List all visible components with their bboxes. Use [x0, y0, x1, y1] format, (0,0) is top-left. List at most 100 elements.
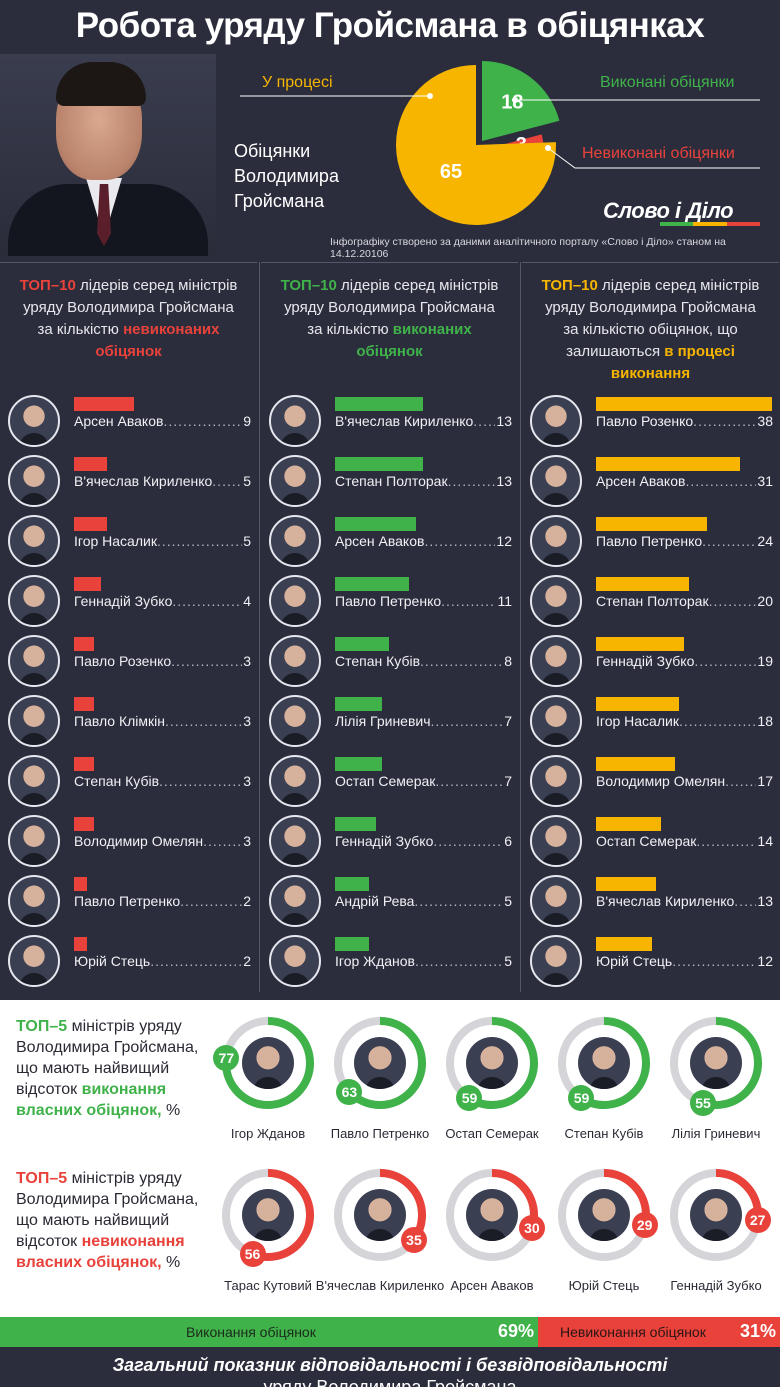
minister-value: 19	[756, 653, 773, 669]
minister-photo	[242, 1037, 294, 1089]
minister-name: Арсен Аваков	[450, 1278, 534, 1293]
value-bar	[596, 757, 675, 771]
leader-dot	[545, 145, 551, 151]
minister-row: Юрій Стець..............................…	[522, 931, 779, 991]
pie-slice	[396, 65, 557, 225]
ring-item: 63 Павло Петренко	[324, 1014, 436, 1164]
minister-name: В'ячеслав Кириленко.....................…	[335, 413, 511, 429]
top5-text: міністрів уряду Володимира Гройсмана, що…	[16, 1018, 199, 1098]
minister-row: Арсен Аваков............................…	[261, 511, 518, 571]
minister-value: 5	[503, 893, 512, 909]
minister-name: Степан Полторак.........................…	[335, 473, 511, 489]
minister-name: Павло Клімкін...........................…	[74, 713, 250, 729]
minister-name: Арсен Аваков............................…	[596, 473, 772, 489]
minister-name: Тарас Кутовий	[224, 1278, 312, 1293]
minister-photo	[530, 515, 582, 567]
minister-row: Андрій Рева.............................…	[261, 871, 518, 931]
minister-photo	[354, 1189, 406, 1241]
minister-name: Геннадій Зубко	[670, 1278, 762, 1293]
top5-done-section: ТОП–5 міністрів уряду Володимира Гройсма…	[0, 1000, 780, 1166]
minister-name: Геннадій Зубко..........................…	[335, 833, 511, 849]
minister-photo	[466, 1189, 518, 1241]
minister-photo	[269, 935, 321, 987]
minister-value: 38	[756, 413, 773, 429]
column-heading: ТОП–10 лідерів серед міністрів уряду Вол…	[522, 275, 779, 385]
minister-value: 13	[756, 893, 773, 909]
overall-done-pct: 69%	[497, 1321, 534, 1341]
minister-name: Степан Кубів............................…	[74, 773, 250, 789]
ring-item: 59 Степан Кубів	[548, 1014, 660, 1164]
value-bar	[74, 577, 101, 591]
minister-row: Павло Клімкін...........................…	[0, 691, 257, 751]
minister-name: Юрій Стець..............................…	[74, 953, 250, 969]
minister-name: Юрій Стець	[568, 1278, 640, 1293]
minister-value: 12	[495, 533, 512, 549]
minister-photo	[8, 515, 60, 567]
minister-value: 13	[495, 413, 512, 429]
minister-row: В'ячеслав Кириленко.....................…	[522, 871, 779, 931]
minister-name: Андрій Рева.............................…	[335, 893, 511, 909]
minister-name: Остап Семерак...........................…	[596, 833, 772, 849]
ring-item: 30 Арсен Аваков	[436, 1166, 548, 1316]
ring-progress	[334, 1017, 426, 1109]
heading-accent: в процесі виконання	[610, 343, 735, 382]
minister-photo	[530, 755, 582, 807]
minister-name: В'ячеслав Кириленко.....................…	[74, 473, 250, 489]
ring-item: 55 Лілія Гриневич	[660, 1014, 772, 1164]
logo-stripe	[660, 222, 760, 226]
top5-unit: %	[161, 1102, 181, 1119]
overall-bar: Виконання обіцянок 69% Невиконання обіця…	[0, 1317, 780, 1347]
minister-value: 11	[496, 593, 512, 609]
minister-photo	[354, 1037, 406, 1089]
column-failed: ТОП–10 лідерів серед міністрів уряду Вол…	[0, 262, 257, 992]
minister-row: Ігор Насалик............................…	[0, 511, 257, 571]
minister-photo	[242, 1189, 294, 1241]
value-bar	[335, 457, 423, 471]
minister-name: Ігор Насалик............................…	[596, 713, 772, 729]
minister-row: Володимир Омелян........................…	[522, 751, 779, 811]
value-bar	[335, 397, 423, 411]
minister-name: Ігор Жданов.............................…	[335, 953, 511, 969]
value-bar	[74, 457, 107, 471]
minister-row: Ігор Жданов.............................…	[261, 931, 518, 991]
minister-name: Лілія Гриневич..........................…	[335, 713, 511, 729]
ring-value: 77	[213, 1044, 240, 1071]
minister-photo	[8, 395, 60, 447]
ring-item: 59 Остап Семерак	[436, 1014, 548, 1164]
groysman-portrait	[0, 54, 216, 256]
leader-dot	[512, 97, 518, 103]
column-in-process: ТОП–10 лідерів серед міністрів уряду Вол…	[522, 262, 779, 992]
value-bar	[74, 517, 107, 531]
heading-text: лідерів серед міністрів уряду Володимира…	[545, 277, 760, 360]
heading-accent: виконаних обіцянок	[356, 321, 472, 360]
overall-done-segment: Виконання обіцянок 69%	[0, 1317, 538, 1347]
value-bar	[596, 937, 652, 951]
heading-text: лідерів серед міністрів уряду Володимира…	[23, 277, 238, 338]
heading-top: ТОП–10	[280, 277, 337, 294]
minister-row: В'ячеслав Кириленко.....................…	[261, 391, 518, 451]
value-bar	[335, 697, 382, 711]
ring-progress	[558, 1017, 650, 1109]
heading-top: ТОП–10	[541, 277, 598, 294]
ring-value: 35	[400, 1226, 427, 1253]
minister-row: Ігор Насалик............................…	[522, 691, 779, 751]
minister-value: 24	[756, 533, 773, 549]
minister-name: Юрій Стець..............................…	[596, 953, 772, 969]
minister-photo	[8, 695, 60, 747]
minister-value: 7	[503, 773, 512, 789]
minister-photo	[690, 1189, 742, 1241]
ring-progress	[446, 1017, 538, 1109]
column-divider	[259, 262, 260, 992]
value-bar	[596, 457, 740, 471]
minister-photo	[530, 695, 582, 747]
legend-failed: Невиконані обіцянки	[582, 145, 735, 162]
value-bar	[335, 817, 376, 831]
top5-pre: ТОП–5	[16, 1170, 68, 1187]
minister-row: Геннадій Зубко..........................…	[261, 811, 518, 871]
minister-photo	[530, 875, 582, 927]
value-bar	[74, 877, 87, 891]
percent-ring	[334, 1017, 426, 1109]
ring-item: 35 В'ячеслав Кириленко	[316, 1166, 444, 1316]
minister-row: Арсен Аваков............................…	[522, 451, 779, 511]
value-bar	[74, 757, 94, 771]
